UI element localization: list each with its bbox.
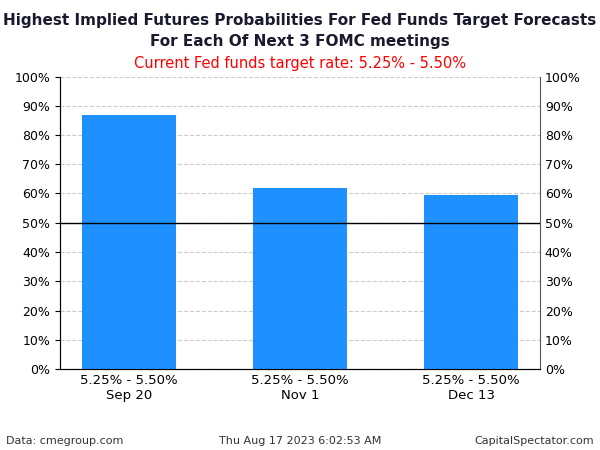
Text: Thu Aug 17 2023 6:02:53 AM: Thu Aug 17 2023 6:02:53 AM [219, 436, 381, 446]
Text: For Each Of Next 3 FOMC meetings: For Each Of Next 3 FOMC meetings [150, 34, 450, 49]
Text: Current Fed funds target rate: 5.25% - 5.50%: Current Fed funds target rate: 5.25% - 5… [134, 56, 466, 71]
Bar [253, 188, 347, 369]
Bar [424, 195, 518, 369]
Text: CapitalSpectator.com: CapitalSpectator.com [475, 436, 594, 446]
Text: Data: cmegroup.com: Data: cmegroup.com [6, 436, 124, 446]
Bar [82, 114, 176, 369]
Text: Highest Implied Futures Probabilities For Fed Funds Target Forecasts: Highest Implied Futures Probabilities Fo… [4, 14, 596, 28]
